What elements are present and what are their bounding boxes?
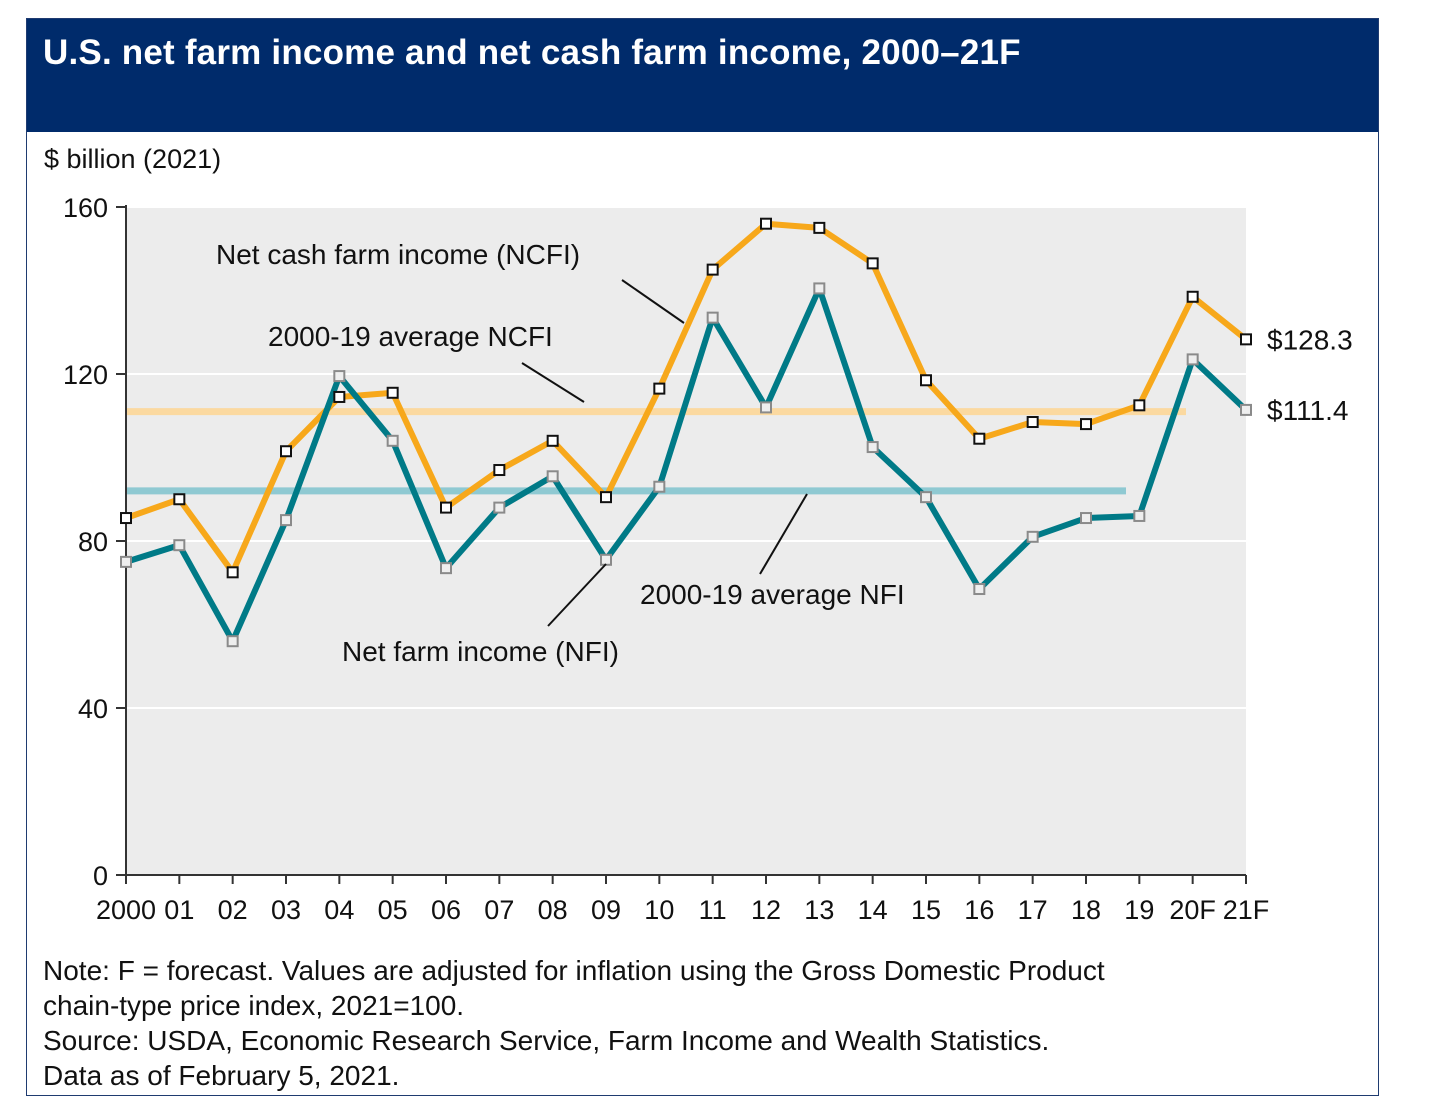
data-point-ncfi <box>1026 416 1039 429</box>
data-point-ncfi <box>706 263 719 276</box>
y-tick-label: 160 <box>63 193 108 223</box>
x-tick-label: 20F <box>1169 895 1216 925</box>
x-tick-label: 15 <box>911 895 941 925</box>
data-point-nfi <box>280 514 292 527</box>
data-point-nfi <box>546 470 559 483</box>
data-point-nfi <box>1133 509 1146 522</box>
x-tick-label: 06 <box>431 895 461 925</box>
data-point-nfi <box>1240 403 1252 416</box>
data-point-ncfi <box>1080 418 1092 431</box>
x-tick-label: 08 <box>538 895 568 925</box>
end-label-nfi: $111.4 <box>1267 395 1348 426</box>
x-tick-label: 12 <box>751 895 781 925</box>
leader-line-avg-nfi <box>759 493 808 575</box>
data-point-ncfi <box>440 501 452 514</box>
x-tick-label: 03 <box>271 895 301 925</box>
series-label-nfi: Net farm income (NFI) <box>342 636 619 667</box>
x-tick-label: 02 <box>218 895 248 925</box>
x-tick-label: 07 <box>484 895 514 925</box>
avg-label-nfi: 2000-19 average NFI <box>640 579 905 610</box>
y-tick-label: 0 <box>93 861 108 891</box>
x-tick-label: 04 <box>324 895 354 925</box>
data-point-nfi <box>493 501 506 514</box>
series-line-nfi <box>125 285 1249 645</box>
data-point-ncfi <box>173 493 186 506</box>
y-tick-label: 40 <box>78 694 108 724</box>
series-line-ncfi <box>125 220 1248 576</box>
data-point-nfi <box>920 491 932 504</box>
y-tick-label: 120 <box>63 360 108 390</box>
source-line: Source: USDA, Economic Research Service,… <box>43 1025 1050 1056</box>
data-point-ncfi <box>1133 399 1146 412</box>
data-point-nfi <box>173 539 186 552</box>
data-point-nfi <box>653 480 666 493</box>
data-point-nfi <box>226 635 239 648</box>
data-point-nfi <box>386 434 399 447</box>
data-point-nfi <box>973 583 986 596</box>
y-axis-label: $ billion (2021) <box>44 144 221 174</box>
data-point-ncfi <box>653 382 666 395</box>
data-point-nfi <box>333 370 346 383</box>
series-label-ncfi: Net cash farm income (NCFI) <box>216 239 580 270</box>
data-point-nfi <box>600 553 612 566</box>
data-point-ncfi <box>493 464 506 477</box>
data-date-line: Data as of February 5, 2021. <box>43 1060 400 1091</box>
x-tick-label: 10 <box>644 895 674 925</box>
chart-title: U.S. net farm income and net cash farm i… <box>43 33 1021 72</box>
data-point-ncfi <box>760 217 772 230</box>
data-point-ncfi <box>280 445 292 458</box>
data-point-nfi <box>866 441 879 454</box>
x-tick-label: 2000 <box>96 895 156 925</box>
data-point-nfi <box>1186 353 1199 366</box>
x-tick-label: 21F <box>1223 895 1270 925</box>
data-point-nfi <box>440 562 452 575</box>
x-tick-label: 18 <box>1071 895 1101 925</box>
data-point-nfi <box>1026 530 1039 543</box>
data-point-ncfi <box>920 374 932 387</box>
x-tick-label: 01 <box>164 895 194 925</box>
chart-notes: Note: F = forecast. Values are adjusted … <box>43 953 1363 1093</box>
x-tick-label: 13 <box>804 895 834 925</box>
x-tick-label: 11 <box>699 895 727 925</box>
data-point-nfi <box>760 401 772 414</box>
y-tick-label: 80 <box>78 527 108 557</box>
data-point-ncfi <box>333 390 346 403</box>
x-tick-label: 09 <box>591 895 621 925</box>
data-point-ncfi <box>120 512 132 525</box>
data-point-ncfi <box>813 221 826 234</box>
data-point-ncfi <box>600 491 612 504</box>
data-point-nfi <box>1080 512 1092 525</box>
leader-line-nfi <box>547 563 607 627</box>
note-line: Note: F = forecast. Values are adjusted … <box>43 955 1105 986</box>
x-tick-label: 19 <box>1124 895 1154 925</box>
x-tick-label: 16 <box>964 895 994 925</box>
data-point-ncfi <box>546 434 559 447</box>
data-point-ncfi <box>1186 290 1199 303</box>
note-line: chain-type price index, 2021=100. <box>43 990 465 1021</box>
data-point-ncfi <box>226 566 239 579</box>
data-point-ncfi <box>1240 333 1252 346</box>
data-point-ncfi <box>973 432 986 445</box>
data-point-ncfi <box>386 386 399 399</box>
data-point-nfi <box>706 311 719 324</box>
data-point-nfi <box>120 555 132 568</box>
x-tick-label: 14 <box>858 895 888 925</box>
data-point-nfi <box>813 282 826 295</box>
avg-label-ncfi: 2000-19 average NCFI <box>268 321 553 352</box>
data-point-ncfi <box>866 257 879 270</box>
x-tick-label: 17 <box>1018 895 1048 925</box>
x-tick-label: 05 <box>378 895 408 925</box>
leader-line-avg-ncfi <box>521 362 585 403</box>
end-label-ncfi: $128.3 <box>1267 324 1353 355</box>
leader-line-ncfi <box>621 279 685 324</box>
chart-header: U.S. net farm income and net cash farm i… <box>27 19 1378 132</box>
